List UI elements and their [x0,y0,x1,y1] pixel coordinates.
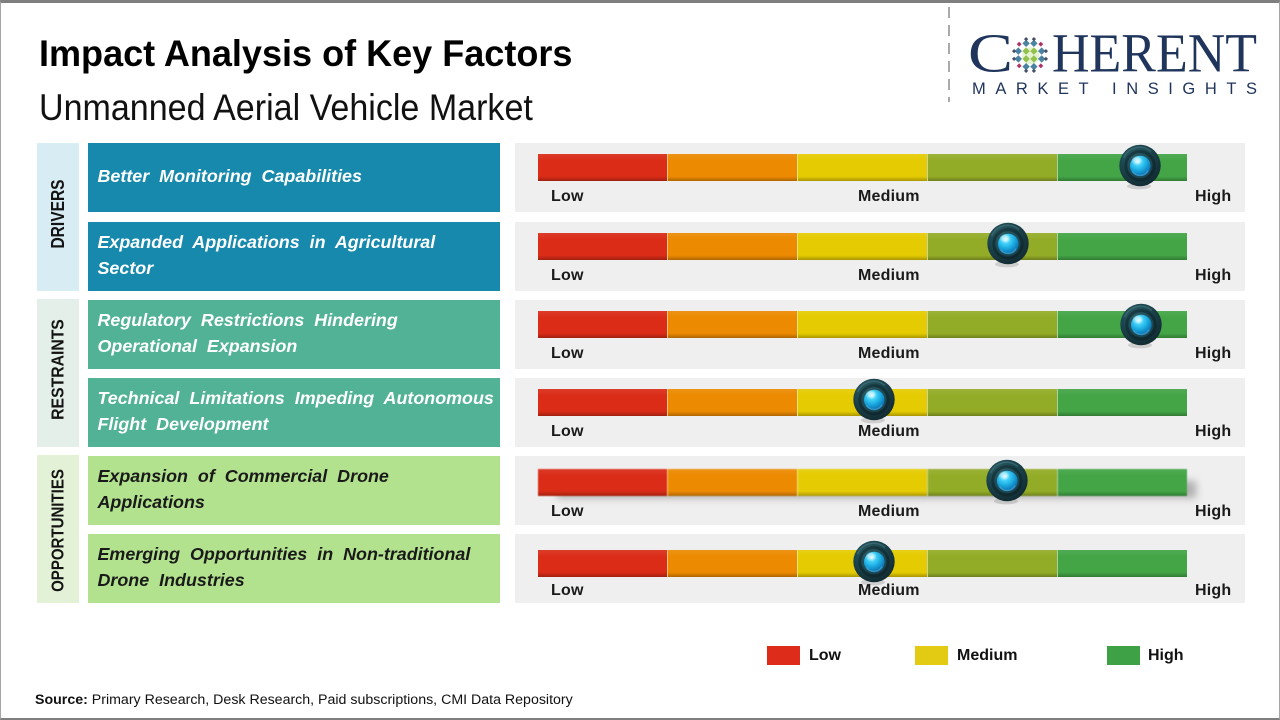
svg-text:HERENT: HERENT [1052,28,1257,84]
svg-text:C: C [968,28,1013,84]
svg-text:MARKET INSIGHTS: MARKET INSIGHTS [972,80,1257,98]
